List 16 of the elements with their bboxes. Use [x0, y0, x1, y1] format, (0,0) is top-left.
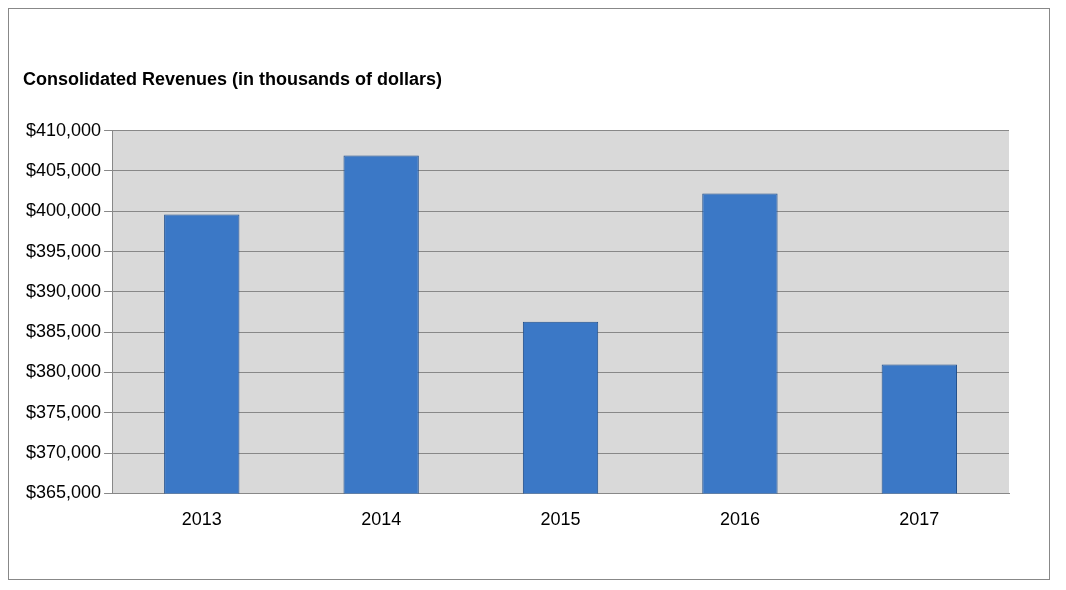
x-tick-label: 2013: [181, 509, 222, 530]
y-tick-label: $385,000: [26, 321, 102, 342]
x-tick-label: 2015: [540, 509, 581, 530]
x-tick-label: 2016: [719, 509, 760, 530]
y-tick-label: $400,000: [26, 200, 102, 221]
y-tick-label: $380,000: [26, 361, 102, 382]
x-tick-label: 2017: [899, 509, 940, 530]
y-tick-label: $395,000: [26, 240, 102, 261]
x-tick-label: 2014: [361, 509, 402, 530]
y-tick-label: $410,000: [26, 119, 102, 140]
y-tick-label: $365,000: [26, 482, 102, 503]
y-tick-label: $405,000: [26, 159, 102, 180]
chart-title: Consolidated Revenues (in thousands of dollars): [23, 68, 443, 89]
y-tick-label: $370,000: [26, 442, 102, 463]
y-tick-label: $390,000: [26, 280, 102, 301]
y-tick-label: $375,000: [26, 401, 102, 422]
